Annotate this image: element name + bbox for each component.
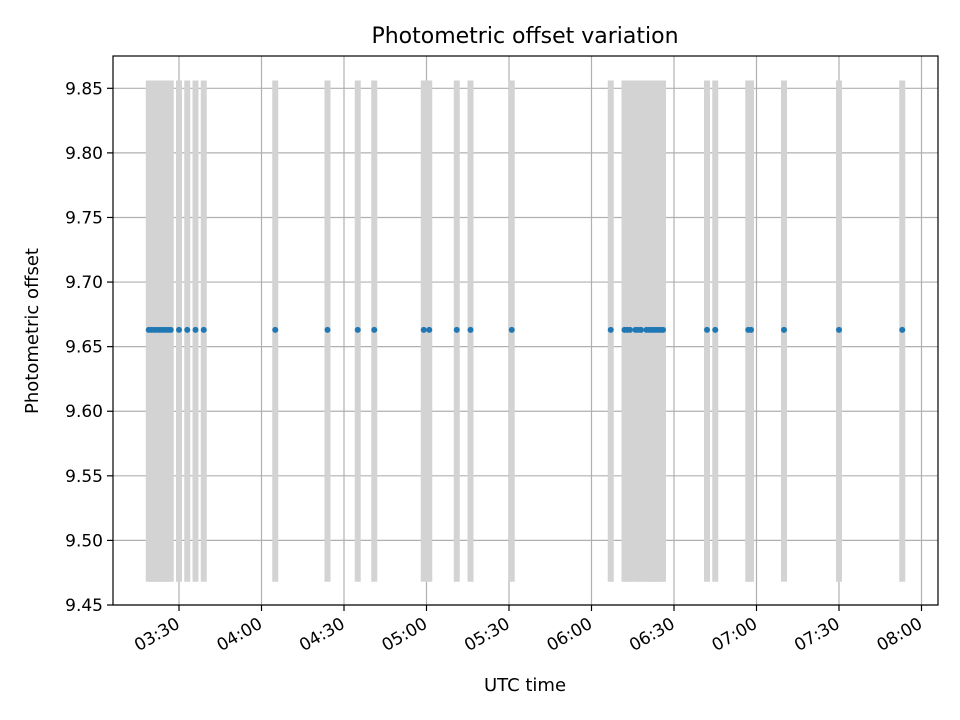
data-point xyxy=(354,326,361,333)
data-point xyxy=(176,326,182,333)
data-point xyxy=(508,326,515,333)
data-point xyxy=(371,326,378,333)
data-point xyxy=(704,326,710,333)
data-point xyxy=(660,326,666,333)
data-point xyxy=(426,326,433,333)
data-point xyxy=(607,326,614,333)
data-point xyxy=(712,326,719,333)
data-points xyxy=(145,326,906,333)
y-tick-label: 9.55 xyxy=(65,467,103,487)
data-point xyxy=(167,326,174,333)
x-axis-label: UTC time xyxy=(484,675,566,696)
data-point xyxy=(627,326,633,333)
data-point xyxy=(748,326,754,333)
data-point xyxy=(420,326,427,333)
y-tick-label: 9.70 xyxy=(65,273,103,293)
data-point xyxy=(899,326,906,333)
chart-title: Photometric offset variation xyxy=(371,24,678,49)
y-axis-label: Photometric offset xyxy=(22,248,43,414)
y-tick-label: 9.85 xyxy=(65,79,103,99)
y-tick-label: 9.45 xyxy=(65,596,103,616)
y-tick-label: 9.50 xyxy=(65,531,103,551)
data-point xyxy=(638,326,644,333)
data-point xyxy=(324,326,331,333)
data-point xyxy=(184,326,191,333)
y-tick-label: 9.75 xyxy=(65,208,103,228)
data-point xyxy=(453,326,460,333)
y-tick-label: 9.60 xyxy=(65,402,103,422)
data-point xyxy=(272,326,279,333)
data-point xyxy=(192,326,199,333)
data-point xyxy=(836,326,842,333)
data-point xyxy=(781,326,787,333)
plot-frame xyxy=(112,55,939,606)
y-tick-label: 9.65 xyxy=(65,338,103,358)
y-tick-label: 9.80 xyxy=(65,144,103,164)
data-point xyxy=(200,326,207,333)
data-point xyxy=(467,326,474,333)
